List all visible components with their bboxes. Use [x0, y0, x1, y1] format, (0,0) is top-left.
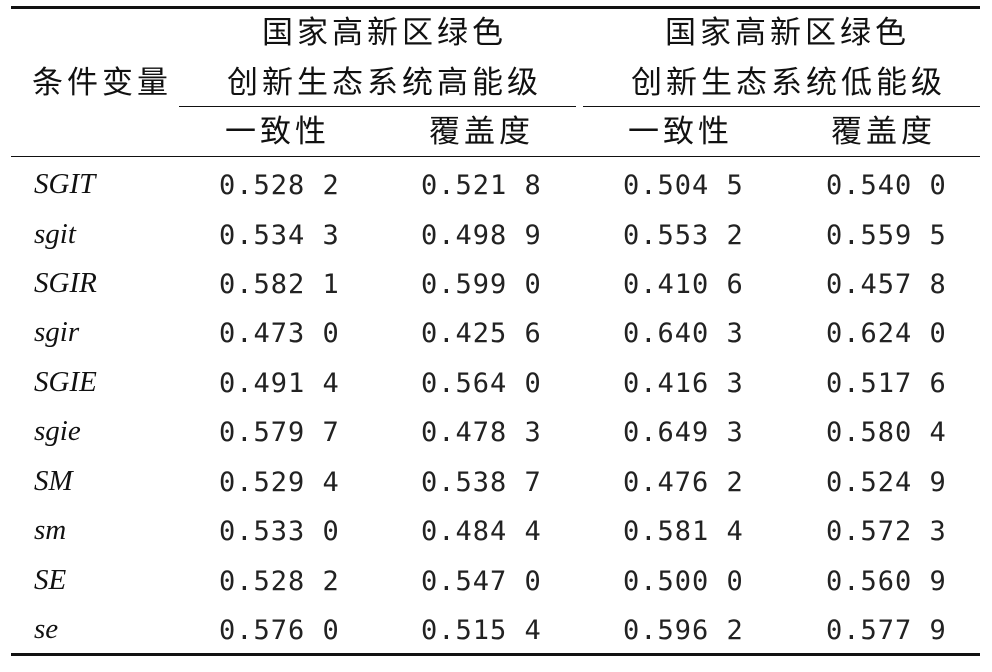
consistency-high-value: 0.534 3: [219, 220, 340, 251]
condition-variable: SGIR: [34, 267, 97, 299]
consistency-high-value: 0.528 2: [219, 170, 340, 201]
consistency-low-value: 0.500 0: [623, 566, 744, 597]
coverage-high-value: 0.484 4: [421, 516, 542, 547]
coverage-low-value: 0.624 0: [826, 318, 947, 349]
coverage-high-value: 0.547 0: [421, 566, 542, 597]
consistency-low-value: 0.553 2: [623, 220, 744, 251]
consistency-high-value: 0.576 0: [219, 615, 340, 646]
bottom-rule: [11, 653, 980, 656]
high-group-header-line1: 国家高新区绿色: [262, 15, 507, 51]
low-group-header-line1: 国家高新区绿色: [665, 15, 910, 51]
coverage-low-header: 覆盖度: [831, 114, 936, 150]
coverage-high-value: 0.521 8: [421, 170, 542, 201]
top-rule: [11, 6, 980, 9]
low-group-header-line2: 创新生态系统低能级: [631, 65, 946, 101]
condition-variable: SGIT: [34, 168, 96, 200]
condition-variable: sgir: [34, 316, 80, 348]
condition-variable: sgie: [34, 415, 81, 447]
consistency-high-header: 一致性: [225, 114, 330, 150]
consistency-low-value: 0.476 2: [623, 467, 744, 498]
condition-variable-header: 条件变量: [32, 65, 172, 101]
coverage-high-header: 覆盖度: [429, 114, 534, 150]
coverage-high-value: 0.425 6: [421, 318, 542, 349]
consistency-high-value: 0.491 4: [219, 368, 340, 399]
coverage-low-value: 0.580 4: [826, 417, 947, 448]
coverage-high-value: 0.564 0: [421, 368, 542, 399]
consistency-high-value: 0.533 0: [219, 516, 340, 547]
coverage-high-value: 0.515 4: [421, 615, 542, 646]
consistency-low-value: 0.596 2: [623, 615, 744, 646]
consistency-high-value: 0.579 7: [219, 417, 340, 448]
consistency-high-value: 0.529 4: [219, 467, 340, 498]
condition-variable: SE: [34, 564, 67, 596]
consistency-low-value: 0.504 5: [623, 170, 744, 201]
coverage-low-value: 0.457 8: [826, 269, 947, 300]
consistency-low-value: 0.410 6: [623, 269, 744, 300]
coverage-low-value: 0.524 9: [826, 467, 947, 498]
consistency-low-value: 0.649 3: [623, 417, 744, 448]
coverage-low-value: 0.572 3: [826, 516, 947, 547]
condition-variable: sm: [34, 514, 67, 546]
coverage-low-value: 0.517 6: [826, 368, 947, 399]
coverage-high-value: 0.538 7: [421, 467, 542, 498]
consistency-high-value: 0.473 0: [219, 318, 340, 349]
coverage-low-value: 0.540 0: [826, 170, 947, 201]
header-bottom-rule: [11, 156, 980, 157]
consistency-low-value: 0.581 4: [623, 516, 744, 547]
condition-variable: se: [34, 613, 59, 645]
data-table: 条件变量 国家高新区绿色 创新生态系统高能级 国家高新区绿色 创新生态系统低能级…: [11, 6, 980, 666]
coverage-high-value: 0.599 0: [421, 269, 542, 300]
high-group-header-line2: 创新生态系统高能级: [227, 65, 542, 101]
coverage-low-value: 0.559 5: [826, 220, 947, 251]
consistency-low-header: 一致性: [628, 114, 733, 150]
consistency-high-value: 0.582 1: [219, 269, 340, 300]
low-group-underline: [583, 106, 980, 107]
condition-variable: sgit: [34, 218, 76, 250]
consistency-low-value: 0.640 3: [623, 318, 744, 349]
coverage-low-value: 0.577 9: [826, 615, 947, 646]
consistency-high-value: 0.528 2: [219, 566, 340, 597]
condition-variable: SGIE: [34, 366, 97, 398]
coverage-high-value: 0.498 9: [421, 220, 542, 251]
coverage-low-value: 0.560 9: [826, 566, 947, 597]
high-group-underline: [179, 106, 576, 107]
coverage-high-value: 0.478 3: [421, 417, 542, 448]
condition-variable: SM: [34, 465, 73, 497]
consistency-low-value: 0.416 3: [623, 368, 744, 399]
